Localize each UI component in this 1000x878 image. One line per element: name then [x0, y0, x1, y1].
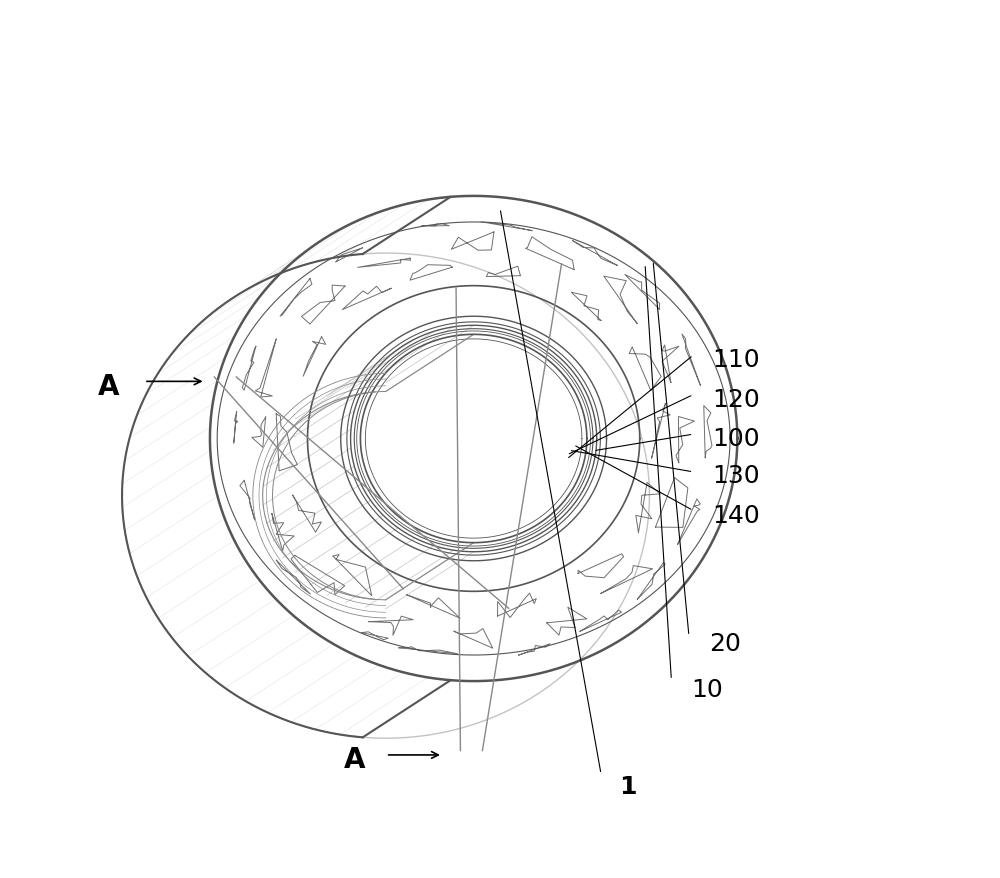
Text: 120: 120	[713, 387, 760, 412]
Text: 1: 1	[619, 774, 636, 798]
Text: A: A	[344, 745, 366, 774]
Text: A: A	[98, 372, 120, 400]
Text: 110: 110	[713, 348, 760, 372]
Text: 20: 20	[709, 631, 741, 656]
Text: 130: 130	[713, 464, 760, 488]
Text: 140: 140	[713, 503, 760, 528]
Text: 10: 10	[692, 677, 723, 702]
Text: 100: 100	[713, 427, 760, 451]
